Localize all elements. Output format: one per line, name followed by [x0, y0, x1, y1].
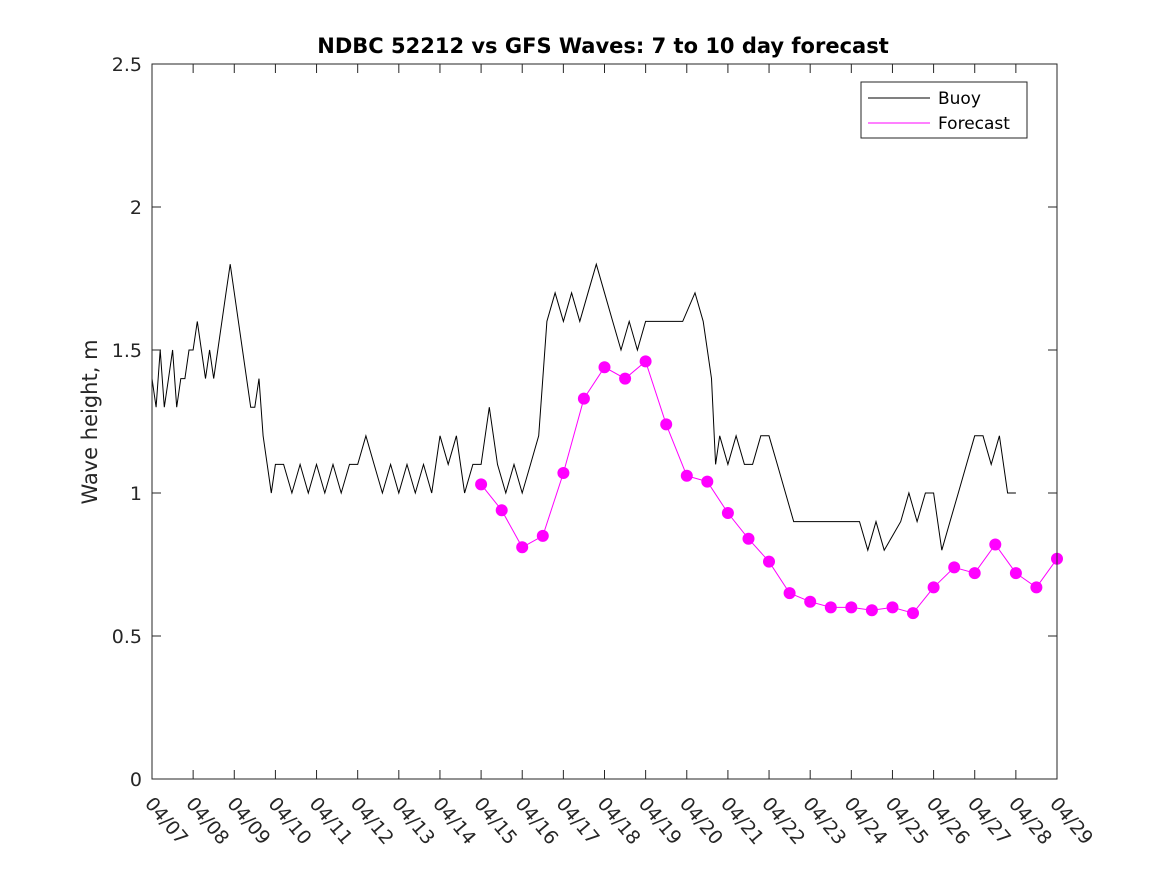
y-tick-label: 2 — [130, 197, 142, 219]
y-tick-label: 0 — [130, 769, 142, 791]
forecast-point — [701, 475, 714, 488]
series-buoy — [151, 262, 1016, 553]
y-axis-title: Wave height, m — [78, 339, 102, 504]
y-tick-label: 1 — [130, 483, 142, 505]
forecast-point — [865, 604, 878, 617]
forecast-point — [783, 587, 796, 600]
chart-title: NDBC 52212 vs GFS Waves: 7 to 10 day for… — [317, 34, 888, 58]
forecast-point — [763, 555, 775, 568]
y-tick-label: 1.5 — [112, 340, 142, 362]
series-forecast — [475, 355, 1063, 620]
forecast-point — [845, 601, 858, 614]
forecast-point — [721, 507, 734, 519]
legend-box — [860, 81, 1028, 139]
forecast-point — [536, 529, 549, 542]
buoy-line — [151, 262, 1016, 553]
forecast-point — [948, 561, 961, 574]
forecast-point — [907, 607, 919, 620]
forecast-point — [516, 541, 529, 554]
forecast-point — [824, 601, 837, 614]
forecast-point — [968, 567, 981, 580]
series-layer — [151, 262, 1063, 620]
forecast-point — [495, 504, 508, 517]
forecast-point — [927, 581, 940, 594]
forecast-point — [1009, 567, 1022, 580]
forecast-point — [886, 601, 899, 614]
forecast-point — [557, 467, 570, 479]
forecast-point — [804, 595, 817, 608]
forecast-point — [1030, 581, 1043, 594]
forecast-point — [475, 478, 488, 491]
y-tick-label: 2.5 — [112, 54, 142, 76]
forecast-point — [660, 418, 673, 431]
forecast-point — [598, 361, 611, 374]
plot-area — [152, 64, 1057, 779]
forecast-point — [577, 392, 590, 405]
forecast-point — [619, 372, 632, 385]
legend-label-forecast: Forecast — [938, 114, 1010, 134]
y-tick-label: 0.5 — [112, 626, 142, 648]
legend-label-buoy: Buoy — [938, 89, 981, 109]
forecast-point — [989, 538, 1002, 551]
forecast-point — [680, 469, 693, 482]
plot-background — [152, 64, 1057, 779]
legend: Buoy Forecast — [860, 81, 1028, 139]
forecast-point — [639, 355, 652, 368]
forecast-point — [742, 532, 755, 545]
